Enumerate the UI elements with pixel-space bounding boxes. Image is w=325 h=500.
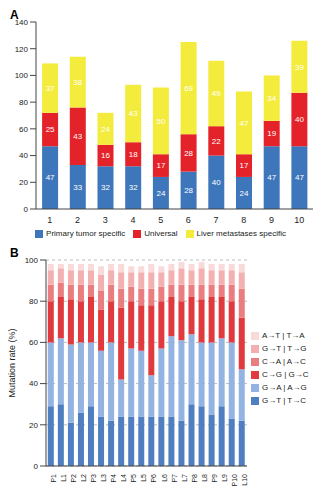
svg-text:20: 20 [19, 178, 28, 187]
svg-text:P7: P7 [171, 474, 178, 483]
svg-text:80: 80 [29, 297, 38, 306]
svg-text:P6: P6 [150, 474, 157, 483]
svg-text:24: 24 [156, 189, 165, 198]
svg-text:28: 28 [184, 186, 193, 195]
svg-text:L8: L8 [201, 474, 208, 482]
svg-text:60: 60 [19, 125, 28, 134]
html-text:Primary tumor specific: Primary tumor specific [46, 229, 126, 238]
html-text:B: B [10, 246, 19, 260]
svg-text:L3: L3 [100, 474, 107, 482]
svg-text:3: 3 [103, 215, 108, 225]
svg-text:39: 39 [295, 63, 304, 72]
svg-text:L10: L10 [241, 474, 248, 486]
svg-text:80: 80 [19, 98, 28, 107]
svg-text:47: 47 [295, 173, 304, 182]
svg-text:40: 40 [295, 115, 304, 124]
svg-text:L6: L6 [161, 474, 168, 482]
svg-text:P1: P1 [50, 474, 57, 483]
svg-text:P2: P2 [70, 474, 77, 483]
svg-text:47: 47 [46, 173, 55, 182]
svg-text:50: 50 [156, 117, 165, 126]
svg-text:1: 1 [47, 215, 52, 225]
svg-text:47: 47 [240, 119, 249, 128]
svg-text:69: 69 [184, 84, 193, 93]
svg-text:L9: L9 [221, 474, 228, 482]
svg-text:40: 40 [212, 178, 221, 187]
svg-text:P9: P9 [211, 474, 218, 483]
svg-text:7: 7 [214, 215, 219, 225]
svg-text:6: 6 [186, 215, 191, 225]
html-text:G→T | T→C: G→T | T→C [262, 396, 306, 405]
svg-text:24: 24 [240, 189, 249, 198]
svg-text:17: 17 [240, 161, 249, 170]
svg-text:0: 0 [24, 205, 29, 214]
svg-text:P4: P4 [110, 474, 117, 483]
svg-text:100: 100 [25, 256, 39, 265]
html-text:Universal: Universal [144, 229, 178, 238]
svg-text:9: 9 [269, 215, 274, 225]
html-text:A: A [10, 8, 19, 22]
svg-text:17: 17 [156, 161, 165, 170]
svg-text:L5: L5 [140, 474, 147, 482]
svg-text:38: 38 [73, 78, 82, 87]
svg-text:120: 120 [15, 45, 29, 54]
html-text:G→A | A→G: G→A | A→G [262, 383, 307, 392]
svg-text:5: 5 [158, 215, 163, 225]
svg-text:43: 43 [129, 109, 138, 118]
svg-text:L4: L4 [120, 474, 127, 482]
svg-text:0: 0 [34, 462, 39, 471]
svg-text:49: 49 [212, 89, 221, 98]
svg-text:19: 19 [267, 129, 276, 138]
svg-text:8: 8 [241, 215, 246, 225]
svg-text:L1: L1 [60, 474, 67, 482]
html-text:Liver metastases specific: Liver metastases specific [196, 229, 286, 238]
svg-text:22: 22 [212, 137, 221, 146]
svg-text:25: 25 [46, 125, 55, 134]
svg-text:L7: L7 [181, 474, 188, 482]
svg-text:4: 4 [130, 215, 135, 225]
svg-text:100: 100 [15, 71, 29, 80]
svg-text:40: 40 [19, 151, 28, 160]
html-text:G→T | T→G: G→T | T→G [262, 344, 307, 353]
svg-text:34: 34 [267, 94, 276, 103]
svg-text:24: 24 [101, 125, 110, 134]
svg-text:32: 32 [129, 183, 138, 192]
svg-text:Mutation rate (%): Mutation rate (%) [8, 328, 17, 397]
svg-text:16: 16 [101, 151, 110, 160]
svg-text:37: 37 [46, 84, 55, 93]
svg-text:32: 32 [101, 183, 110, 192]
svg-text:10: 10 [294, 215, 304, 225]
svg-text:P10: P10 [231, 474, 238, 487]
svg-text:18: 18 [129, 150, 138, 159]
svg-text:60: 60 [29, 338, 38, 347]
svg-text:P5: P5 [130, 474, 137, 483]
svg-text:P8: P8 [191, 474, 198, 483]
svg-text:L2: L2 [80, 474, 87, 482]
html-text:A→T | T→A: A→T | T→A [262, 331, 305, 340]
html-text:C→G | G→C: C→G | G→C [262, 370, 309, 379]
svg-text:P3: P3 [90, 474, 97, 483]
html-text:C→A | A→C: C→A | A→C [262, 357, 306, 366]
svg-text:40: 40 [29, 379, 38, 388]
svg-text:28: 28 [184, 149, 193, 158]
svg-text:2: 2 [75, 215, 80, 225]
svg-text:43: 43 [73, 132, 82, 141]
svg-text:33: 33 [73, 183, 82, 192]
svg-text:140: 140 [15, 18, 29, 27]
svg-text:20: 20 [29, 421, 38, 430]
svg-text:47: 47 [267, 173, 276, 182]
